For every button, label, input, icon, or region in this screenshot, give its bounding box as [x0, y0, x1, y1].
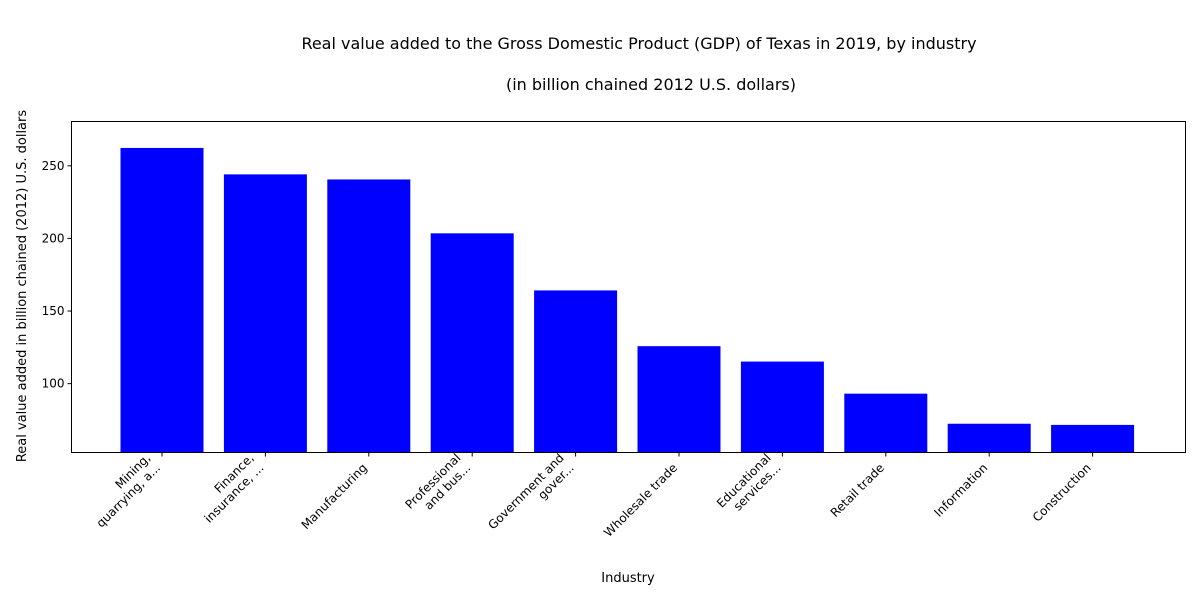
x-tick-label-5: Wholesale trade — [601, 461, 680, 540]
chart-title: Real value added to the Gross Domestic P… — [301, 34, 977, 53]
x-tick-label-4: Government andgover... — [485, 451, 576, 542]
y-axis-label: Real value added in billion chained (201… — [15, 110, 30, 463]
bar-4 — [534, 290, 618, 453]
y-tick-label-2: 200 — [42, 231, 65, 245]
plot-frame — [71, 121, 1186, 453]
bar-3 — [430, 233, 514, 453]
x-tick-label-2: Manufacturing — [299, 461, 370, 532]
bar-9 — [1051, 424, 1135, 453]
x-tick-label-6: Educationalservices... — [714, 451, 784, 521]
chart-subtitle: (in billion chained 2012 U.S. dollars) — [505, 75, 796, 94]
bar-6 — [740, 361, 824, 453]
bar-7 — [844, 393, 928, 453]
bar-8 — [947, 423, 1031, 453]
y-tick-label-1: 150 — [42, 304, 65, 318]
x-tick-label-0: Mining,quarrying, a... — [84, 451, 163, 530]
x-tick-label-9: Construction — [1030, 461, 1094, 525]
x-tick-label-8: Information — [931, 461, 990, 520]
x-axis-label: Industry — [601, 571, 655, 586]
y-tick-label-3: 250 — [42, 159, 65, 173]
y-tick-label-0: 100 — [42, 377, 65, 391]
bar-0 — [120, 147, 204, 453]
x-tick-label-3: Professionaland bus... — [403, 451, 474, 522]
bar-1 — [223, 174, 307, 453]
bar-2 — [327, 179, 411, 453]
x-tick-label-7: Retail trade — [828, 461, 887, 520]
bar-5 — [637, 346, 721, 453]
x-tick-label-1: Finance,insurance, ... — [192, 451, 267, 526]
